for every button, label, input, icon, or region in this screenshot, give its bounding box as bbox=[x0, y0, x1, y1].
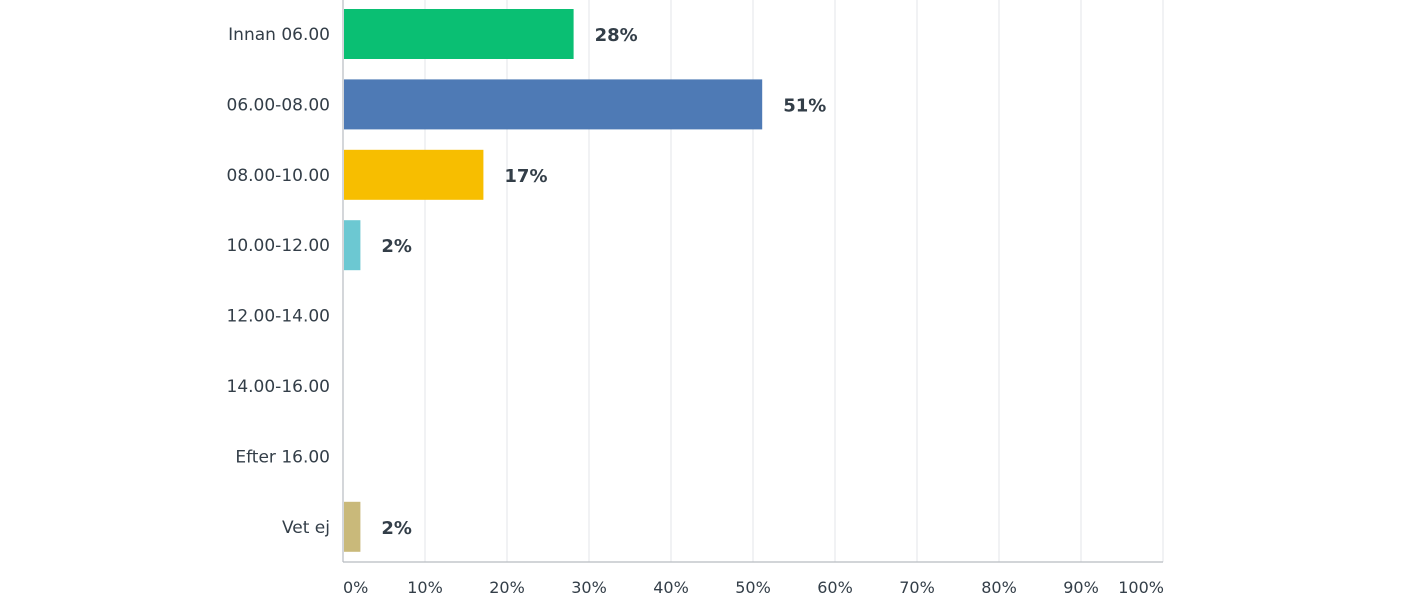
bar bbox=[344, 79, 763, 130]
bar bbox=[344, 9, 574, 59]
category-label: Innan 06.00 bbox=[228, 25, 330, 45]
category-label: 14.00-16.00 bbox=[227, 377, 330, 397]
x-tick-label: 100% bbox=[1118, 578, 1164, 597]
data-label: 2% bbox=[381, 518, 412, 539]
x-tick-label: 20% bbox=[489, 578, 525, 597]
x-tick-label: 70% bbox=[899, 578, 935, 597]
data-label: 51% bbox=[783, 95, 826, 116]
bar bbox=[344, 501, 361, 552]
x-tick-label: 30% bbox=[571, 578, 607, 597]
x-tick-label: 40% bbox=[653, 578, 689, 597]
category-label: 12.00-14.00 bbox=[227, 307, 330, 327]
bar bbox=[344, 149, 484, 200]
x-tick-label: 90% bbox=[1063, 578, 1099, 597]
bar bbox=[344, 220, 361, 271]
x-tick-label: 0% bbox=[343, 578, 368, 597]
labels: 0% 10% 20% 30% 40% 50% 60% 70% 80% 90% 100% Innan 0… bbox=[227, 25, 1164, 597]
data-label: 28% bbox=[595, 25, 638, 46]
axes bbox=[342, 0, 1163, 563]
category-label: 06.00-08.00 bbox=[227, 95, 330, 115]
data-label: 2% bbox=[381, 236, 412, 257]
x-tick-label: 10% bbox=[407, 578, 443, 597]
data-label: 17% bbox=[504, 166, 547, 187]
bars bbox=[344, 9, 763, 552]
category-label: 10.00-12.00 bbox=[227, 236, 330, 256]
category-label: Vet ej bbox=[282, 518, 330, 538]
category-label: Efter 16.00 bbox=[235, 447, 330, 467]
x-tick-label: 80% bbox=[981, 578, 1017, 597]
x-tick-label: 50% bbox=[735, 578, 771, 597]
x-tick-label: 60% bbox=[817, 578, 853, 597]
category-label: 08.00-10.00 bbox=[227, 166, 330, 186]
